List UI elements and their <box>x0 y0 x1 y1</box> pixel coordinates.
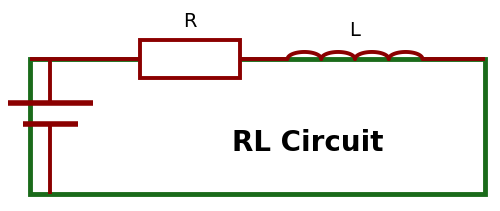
Bar <box>30 59 485 194</box>
Text: R: R <box>183 12 197 31</box>
Bar <box>140 40 240 78</box>
Text: L: L <box>350 21 360 40</box>
Text: RL Circuit: RL Circuit <box>232 130 384 157</box>
